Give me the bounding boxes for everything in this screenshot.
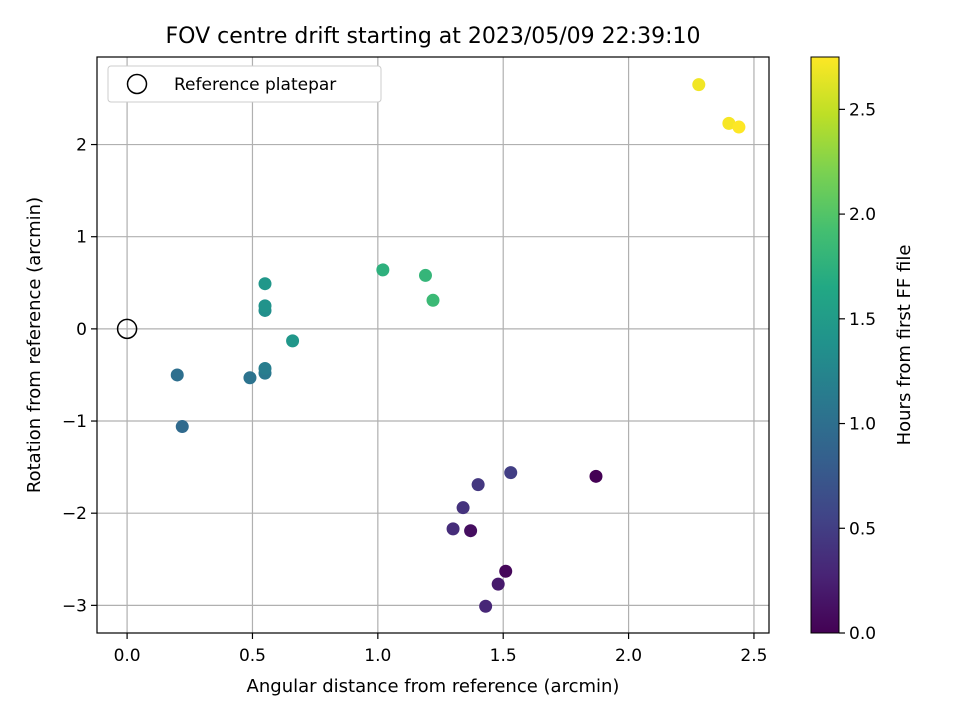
y-tick-label: −2 bbox=[62, 504, 87, 524]
data-point bbox=[479, 599, 493, 613]
data-point bbox=[504, 466, 518, 480]
x-tick-label: 2.5 bbox=[740, 646, 767, 666]
data-point bbox=[446, 522, 460, 536]
data-point bbox=[170, 368, 184, 382]
y-tick-label: −1 bbox=[62, 412, 87, 432]
data-point bbox=[499, 564, 513, 578]
data-point bbox=[243, 371, 257, 385]
colorbar-gradient bbox=[810, 56, 840, 634]
x-tick-label: 1.5 bbox=[490, 646, 517, 666]
x-tick-label: 1.0 bbox=[364, 646, 391, 666]
data-point bbox=[175, 420, 189, 434]
colorbar-tick-label: 0.5 bbox=[849, 519, 876, 539]
plot-area bbox=[97, 57, 769, 633]
y-axis-ticks: −3 −2 −1 0 1 2 bbox=[62, 136, 97, 616]
legend: Reference platepar bbox=[107, 65, 382, 103]
data-point bbox=[456, 501, 470, 515]
data-points bbox=[170, 78, 746, 613]
colorbar-label: Hours from first FF file bbox=[894, 245, 915, 446]
reference-platepar-marker bbox=[116, 318, 138, 340]
colorbar-tick-label: 1.5 bbox=[849, 310, 876, 330]
data-point bbox=[722, 116, 736, 130]
y-axis-label: Rotation from reference (arcmin) bbox=[24, 197, 45, 493]
data-point bbox=[418, 268, 432, 282]
x-axis-ticks: 0.0 0.5 1.0 1.5 2.0 2.5 bbox=[114, 633, 767, 666]
plot-frame bbox=[96, 56, 770, 634]
data-point bbox=[426, 293, 440, 307]
y-tick-label: 1 bbox=[76, 228, 87, 248]
data-point bbox=[589, 469, 603, 483]
x-axis-label: Angular distance from reference (arcmin) bbox=[247, 676, 620, 697]
data-point bbox=[732, 120, 746, 134]
data-point bbox=[376, 263, 390, 277]
legend-label: Reference platepar bbox=[174, 75, 336, 95]
colorbar-ticks: 0.0 0.5 1.0 1.5 2.0 2.5 bbox=[839, 100, 876, 644]
data-point bbox=[692, 78, 706, 92]
reference-marker bbox=[116, 318, 138, 340]
x-tick-label: 0.0 bbox=[114, 646, 141, 666]
data-point bbox=[286, 334, 300, 348]
colorbar-tick-label: 1.0 bbox=[849, 415, 876, 435]
y-tick-label: 0 bbox=[76, 320, 87, 340]
colorbar-tick-label: 0.0 bbox=[849, 624, 876, 644]
data-point bbox=[258, 299, 272, 313]
colorbar: 0.0 0.5 1.0 1.5 2.0 2.5 Hours from first FF f… bbox=[810, 56, 915, 644]
x-tick-label: 2.0 bbox=[615, 646, 642, 666]
legend-box bbox=[107, 65, 382, 103]
legend-marker-open-circle bbox=[126, 73, 148, 95]
data-point bbox=[471, 478, 485, 492]
data-point bbox=[258, 362, 272, 376]
chart-title: FOV centre drift starting at 2023/05/09 … bbox=[166, 24, 701, 49]
y-tick-label: −3 bbox=[62, 596, 87, 616]
data-point bbox=[491, 577, 505, 591]
y-tick-label: 2 bbox=[76, 136, 87, 156]
grid-lines bbox=[97, 57, 769, 633]
data-point bbox=[258, 277, 272, 291]
x-tick-label: 0.5 bbox=[239, 646, 266, 666]
data-point bbox=[464, 524, 478, 538]
colorbar-tick-label: 2.0 bbox=[849, 205, 876, 225]
colorbar-tick-label: 2.5 bbox=[849, 100, 876, 120]
